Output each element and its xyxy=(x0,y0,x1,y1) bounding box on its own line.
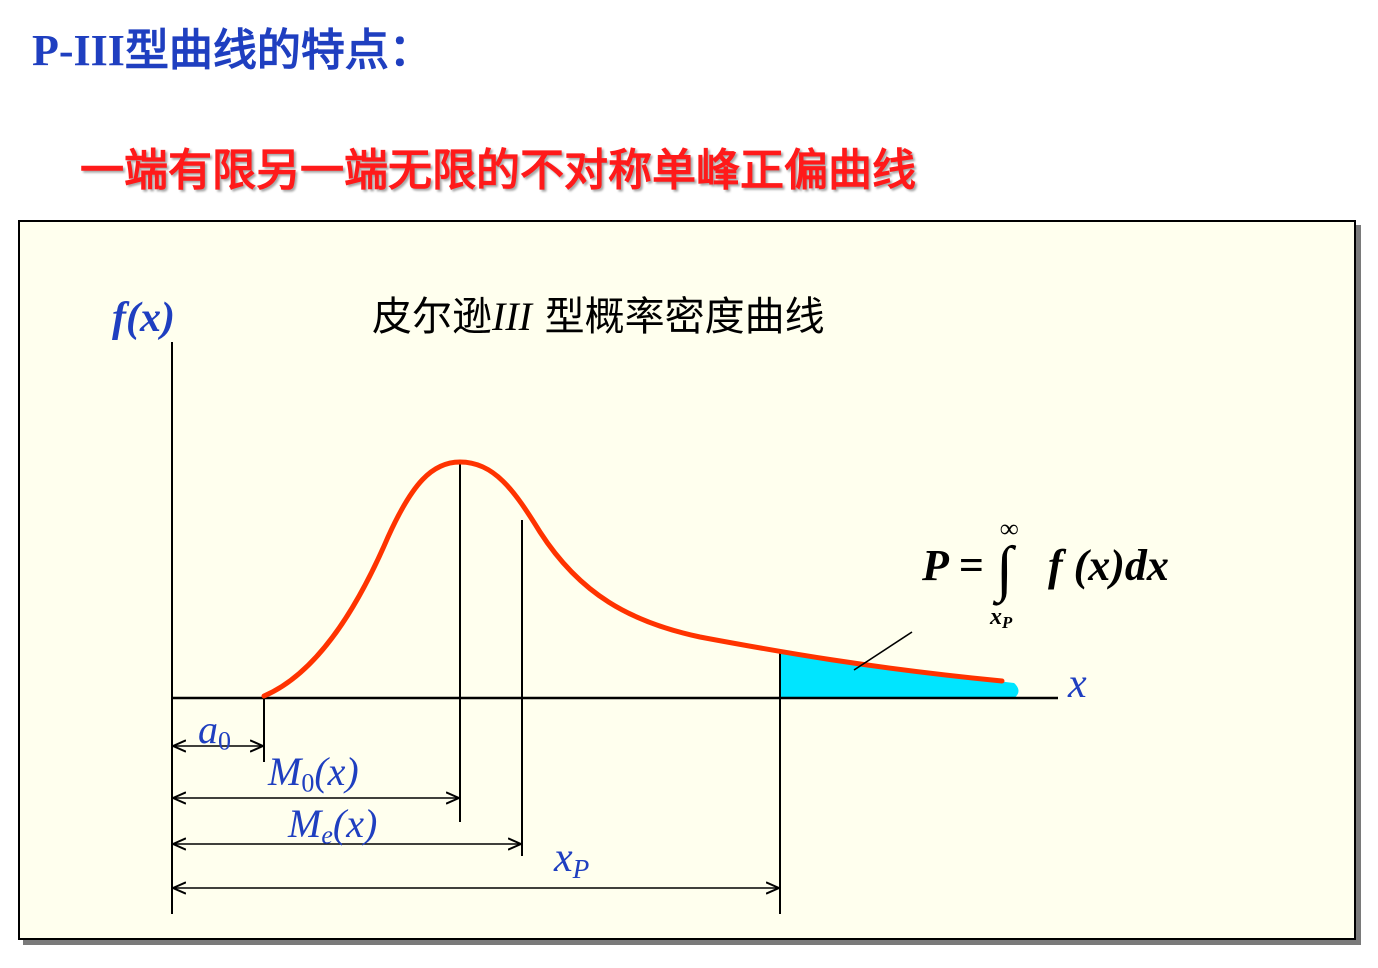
mode-label-sub: 0 xyxy=(301,768,315,798)
integral-sign: ∫ xyxy=(995,535,1013,603)
diagram-title-pre: 皮尔逊 xyxy=(372,294,492,340)
slide-title: P-III型曲线的特点： xyxy=(32,14,433,78)
pearson-iii-density-curve xyxy=(261,459,1005,699)
slide-title-cn: 型曲线的特点： xyxy=(124,25,433,76)
xp-label-sub: P xyxy=(572,853,590,884)
a0-label-main: a xyxy=(198,707,218,752)
formula-lhs: P xyxy=(922,541,949,591)
diagram-panel: 皮尔逊III 型概率密度曲线 f(x) x a0 M0(x) Me(x) xP … xyxy=(18,220,1356,940)
median-label: Me(x) xyxy=(288,800,377,851)
formula-leader-line xyxy=(853,631,913,671)
median-label-main: M xyxy=(288,801,322,846)
integral-lower-limit: xP xyxy=(990,604,1012,633)
a0-label-sub: 0 xyxy=(218,726,231,756)
xp-label: xP xyxy=(554,834,589,885)
diagram-canvas xyxy=(171,342,1058,914)
y-axis-label: f(x) xyxy=(112,295,175,341)
mode-label-tail: (x) xyxy=(314,749,359,794)
integral-symbol: ∞ ∫ xP xyxy=(990,514,1038,632)
integral-lower-main: x xyxy=(989,604,1002,630)
integral-lower-sub: P xyxy=(1001,613,1013,633)
median-label-tail: (x) xyxy=(332,801,378,846)
slide-subtitle: 一端有限另一端无限的不对称单峰正偏曲线 xyxy=(80,145,916,196)
x-axis-label: x xyxy=(1068,661,1087,707)
xp-label-main: x xyxy=(554,835,573,881)
median-label-sub: e xyxy=(321,820,333,850)
mode-label-main: M xyxy=(268,749,302,794)
mode-label: M0(x) xyxy=(268,748,359,799)
formula-integrand: f (x)dx xyxy=(1047,541,1169,591)
integral-upper-limit: ∞ xyxy=(999,514,1019,543)
diagram-title: 皮尔逊III 型概率密度曲线 xyxy=(372,284,825,342)
formula-equals: = xyxy=(958,541,984,591)
diagram-title-post: 型概率密度曲线 xyxy=(531,294,825,340)
slide-title-latin: P-III xyxy=(32,26,125,75)
diagram-title-roman: III xyxy=(492,294,532,339)
a0-label: a0 xyxy=(198,706,231,757)
exceedance-probability-formula: P = ∞ ∫ xP f (x)dx xyxy=(922,514,1169,632)
